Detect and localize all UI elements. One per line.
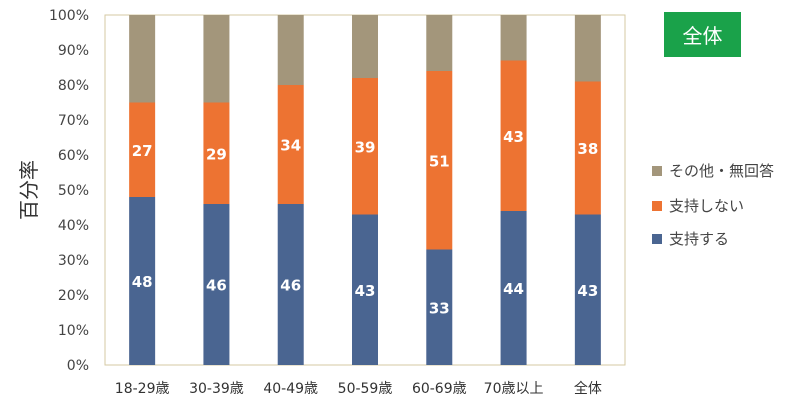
legend-swatch bbox=[652, 234, 662, 244]
y-tick-label: 80% bbox=[58, 78, 89, 94]
y-tick-label: 60% bbox=[58, 148, 89, 164]
data-labels: 48 27 46 29 46 34 43 39 33 51 44 43 43 38 bbox=[132, 128, 599, 318]
bar-segment bbox=[277, 15, 304, 85]
data-label: 39 bbox=[355, 138, 376, 156]
bar-segment bbox=[426, 249, 453, 365]
data-label: 46 bbox=[206, 277, 227, 295]
data-label: 27 bbox=[132, 142, 153, 160]
bar-segment bbox=[203, 102, 230, 204]
bar-segment bbox=[574, 214, 601, 365]
bar-segment bbox=[500, 211, 527, 365]
y-tick-label: 30% bbox=[58, 253, 89, 269]
data-label: 33 bbox=[429, 299, 450, 317]
bar-segment bbox=[129, 102, 156, 197]
legend-label: 支持する bbox=[669, 230, 729, 248]
bar-segment bbox=[426, 15, 453, 71]
bar-segment bbox=[426, 71, 453, 250]
axes: 0% 10% 20% 30% 40% 50% 60% 70% 80% 90% 100% 18-29歳 3… bbox=[49, 8, 626, 397]
bar-segment bbox=[500, 15, 527, 61]
bar-segment bbox=[277, 85, 304, 204]
bar-segment bbox=[129, 197, 156, 365]
y-tick-label: 0% bbox=[67, 358, 89, 374]
x-category-label: 18-29歳 bbox=[115, 381, 170, 397]
y-tick-label: 50% bbox=[58, 183, 89, 199]
bar-segment bbox=[277, 204, 304, 365]
y-tick-label: 40% bbox=[58, 218, 89, 234]
x-category-label: 60-69歳 bbox=[412, 381, 467, 397]
legend-swatch bbox=[652, 166, 662, 176]
data-label: 43 bbox=[503, 128, 524, 146]
x-category-label: 全体 bbox=[574, 380, 602, 397]
bar-segment bbox=[352, 78, 378, 215]
data-label: 43 bbox=[577, 282, 598, 300]
legend-label: その他・無回答 bbox=[669, 162, 774, 180]
bar-segment bbox=[352, 214, 378, 365]
bar-segment bbox=[203, 15, 230, 103]
bars bbox=[129, 15, 601, 365]
bar-segment bbox=[352, 15, 378, 78]
bar-segment bbox=[500, 60, 527, 211]
bar-segment bbox=[203, 204, 230, 365]
y-tick-label: 10% bbox=[58, 323, 89, 339]
data-label: 51 bbox=[429, 152, 450, 170]
y-tick-label: 20% bbox=[58, 288, 89, 304]
bar-segment bbox=[129, 15, 156, 103]
x-category-label: 70歳以上 bbox=[484, 381, 544, 397]
data-label: 38 bbox=[577, 140, 598, 158]
data-label: 34 bbox=[280, 137, 301, 155]
data-label: 43 bbox=[355, 282, 376, 300]
badge-label: 全体 bbox=[664, 12, 741, 57]
data-label: 29 bbox=[206, 145, 227, 163]
data-label: 48 bbox=[132, 273, 153, 291]
legend-label: 支持しない bbox=[669, 197, 744, 215]
legend-swatch bbox=[652, 201, 662, 211]
y-tick-label: 90% bbox=[58, 43, 89, 59]
bar-segment bbox=[574, 15, 601, 82]
x-category-label: 40-49歳 bbox=[263, 381, 318, 397]
bar-segment bbox=[574, 81, 601, 215]
y-tick-label: 70% bbox=[58, 113, 89, 129]
x-category-label: 50-59歳 bbox=[338, 381, 393, 397]
x-category-label: 30-39歳 bbox=[189, 381, 244, 397]
data-label: 44 bbox=[503, 280, 524, 298]
y-tick-label: 100% bbox=[49, 8, 89, 24]
data-label: 46 bbox=[280, 277, 301, 295]
y-axis-label: 百分率 bbox=[17, 160, 41, 220]
